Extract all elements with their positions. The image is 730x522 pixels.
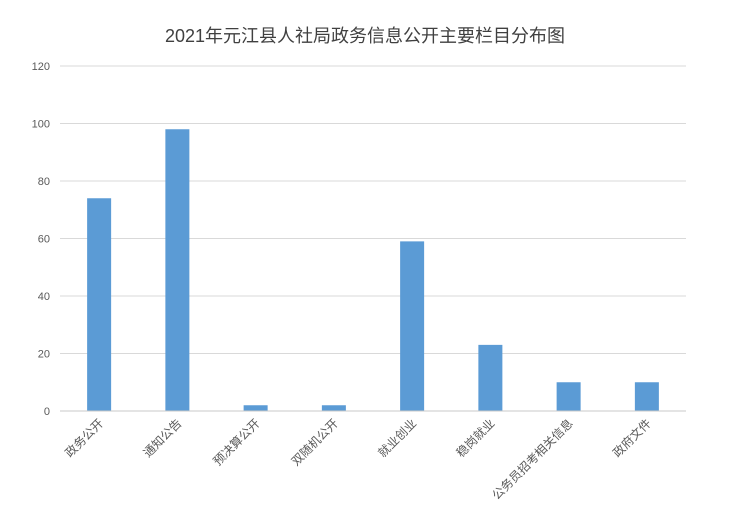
bar-6 (478, 344, 503, 411)
bar-7 (556, 382, 581, 411)
chart-title: 2021年元江县人社局政务信息公开主要栏目分布图 (165, 26, 565, 46)
y-tick-label: 60 (38, 234, 50, 246)
bar-3 (243, 405, 268, 411)
bar-8 (634, 382, 659, 411)
gridlines (60, 65, 686, 354)
bar-2 (165, 129, 190, 411)
bars (87, 129, 659, 411)
y-tick-label: 20 (38, 349, 50, 361)
bar-4 (321, 405, 346, 411)
y-tick-label: 80 (38, 176, 50, 188)
bar-1 (87, 198, 112, 411)
y-tick-label: 0 (44, 406, 50, 418)
y-tick-label: 100 (32, 119, 50, 131)
y-tick-label: 40 (38, 291, 50, 303)
y-axis-tick-labels: 0 20 40 60 80 100 120 (32, 61, 50, 418)
bar-5 (400, 241, 425, 411)
y-tick-label: 120 (32, 61, 50, 73)
